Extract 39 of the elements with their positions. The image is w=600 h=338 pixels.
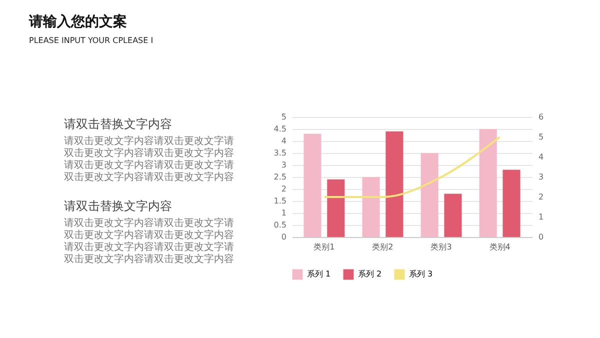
text: 请双击替换文字内容 [64, 198, 173, 215]
bar [479, 129, 497, 237]
y2-tick-label: 4 [538, 152, 544, 162]
bar [420, 153, 438, 237]
y-tick-label: 3.5 [274, 148, 286, 158]
text: PLEASE INPUT YOUR CPLEASE I [29, 36, 154, 45]
bar [386, 131, 404, 237]
x-tick-label: 类别3 [430, 242, 452, 252]
y-tick-label: 1.5 [274, 196, 286, 206]
bar [444, 194, 462, 237]
bar [327, 179, 345, 237]
y-tick-label: 2 [281, 184, 286, 194]
y2-tick-label: 5 [538, 132, 544, 142]
y-tick-label: 3 [281, 160, 286, 170]
y-tick-label: 0 [281, 232, 286, 242]
y2-tick-label: 2 [538, 192, 544, 202]
y-tick-label: 4.5 [274, 124, 286, 134]
text: 请双击替换文字内容 [64, 116, 173, 133]
text: 请双击更改文字内容请双击更改文字请双击更改文字内容请双击更改文字内容请双击更改文字内容请双击更改文字请双击更改文字内容请双击更改文字内容 [64, 218, 234, 266]
x-tick-label: 类别4 [489, 242, 510, 252]
y2-tick-label: 3 [538, 172, 544, 182]
y-tick-label: 0.5 [274, 220, 286, 230]
y-tick-label: 4 [281, 136, 286, 146]
y-tick-label: 5 [281, 112, 286, 122]
y-tick-label: 2.5 [274, 172, 286, 182]
bar [362, 177, 380, 237]
legend-label: 系列 3 [409, 270, 433, 279]
text: 请双击更改文字内容请双击更改文字请双击更改文字内容请双击更改文字内容请双击更改文字内容请双击更改文字请双击更改文字内容请双击更改文字内容 [64, 136, 234, 184]
y2-tick-label: 6 [538, 112, 544, 122]
bar [304, 134, 322, 237]
text: 请输入您的文案 [29, 13, 127, 31]
y-tick-label: 1 [281, 208, 286, 218]
bar [502, 170, 520, 237]
y2-tick-label: 1 [538, 212, 544, 222]
y2-tick-label: 0 [538, 232, 544, 242]
legend-label: 系列 1 [307, 270, 331, 279]
x-tick-label: 类别2 [372, 242, 394, 252]
x-tick-label: 类别1 [314, 242, 335, 252]
legend-label: 系列 2 [358, 270, 382, 279]
